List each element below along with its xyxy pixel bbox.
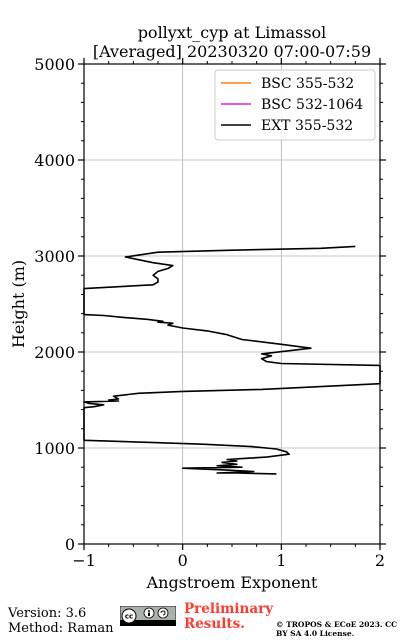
legend-label-ext-355-532: EXT 355-532 — [261, 118, 353, 134]
svg-text:cc: cc — [125, 613, 133, 621]
x-tick-label: 0 — [178, 551, 188, 570]
method-text: Method: Raman — [8, 621, 114, 636]
cc-license-badge: cc — [120, 606, 176, 626]
legend-label-bsc-532-1064: BSC 532-1064 — [261, 97, 363, 113]
series-line-ext-355-532 — [83, 245, 381, 475]
y-tick-label: 5000 — [34, 55, 75, 74]
x-axis-label: Angstroem Exponent — [146, 573, 318, 592]
y-tick-label: 0 — [65, 535, 75, 554]
y-axis-label: Height (m) — [9, 260, 28, 348]
x-tick-label: 2 — [375, 551, 385, 570]
version-text: Version: 3.6 — [8, 606, 87, 621]
y-tick-label: 3000 — [34, 247, 75, 266]
series-layer — [83, 245, 381, 475]
chart-svg: pollyxt_cyp at Limassol [Averaged] 20230… — [9, 23, 386, 592]
legend-label-bsc-355-532: BSC 355-532 — [261, 76, 354, 92]
legend-box — [214, 69, 376, 141]
chart-title: pollyxt_cyp at Limassol — [138, 23, 327, 42]
x-tick-label: −1 — [72, 551, 96, 570]
x-tick-label: 1 — [276, 551, 286, 570]
preliminary-results-text: Preliminary Results. — [184, 601, 274, 632]
legend: BSC 355-532 BSC 532-1064 EXT 355-532 — [214, 69, 376, 141]
chart-subtitle: [Averaged] 20230320 07:00-07:59 — [93, 42, 371, 61]
y-tick-label: 4000 — [34, 151, 75, 170]
copyright-text: © TROPOS & ECoE 2023. CC BY SA 4.0 Licen… — [276, 620, 398, 638]
y-tick-label: 1000 — [34, 439, 75, 458]
y-tick-label: 2000 — [34, 343, 75, 362]
